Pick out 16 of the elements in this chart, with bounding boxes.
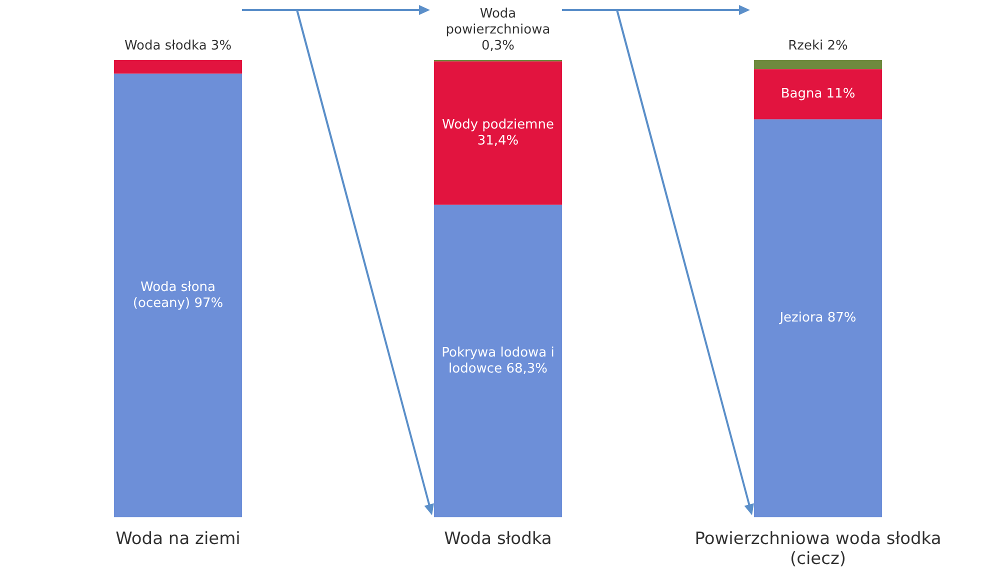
bar: [434, 61, 562, 205]
bar: [114, 60, 242, 74]
data-label: Bagna 11%: [780, 86, 856, 102]
bar: [754, 69, 882, 120]
x-tick-label: Woda słodka: [444, 528, 552, 549]
data-label: Woda słodka 3%: [124, 38, 232, 54]
x-tick-label: Woda na ziemi: [116, 528, 240, 549]
data-label: Woda powierzchniowa 0,3%: [446, 6, 550, 54]
bar: [114, 74, 242, 518]
data-label: Wody podziemne 31,4%: [442, 118, 554, 149]
data-label: Pokrywa lodowa i lodowce 68,3%: [442, 345, 554, 376]
data-label: Woda słona (oceany) 97%: [132, 280, 224, 311]
data-label: Rzeki 2%: [788, 38, 848, 54]
data-label: Jeziora 87%: [778, 310, 856, 326]
bar: [754, 60, 882, 70]
x-tick-label: Powierzchniowa woda słodka (ciecz): [694, 528, 942, 570]
